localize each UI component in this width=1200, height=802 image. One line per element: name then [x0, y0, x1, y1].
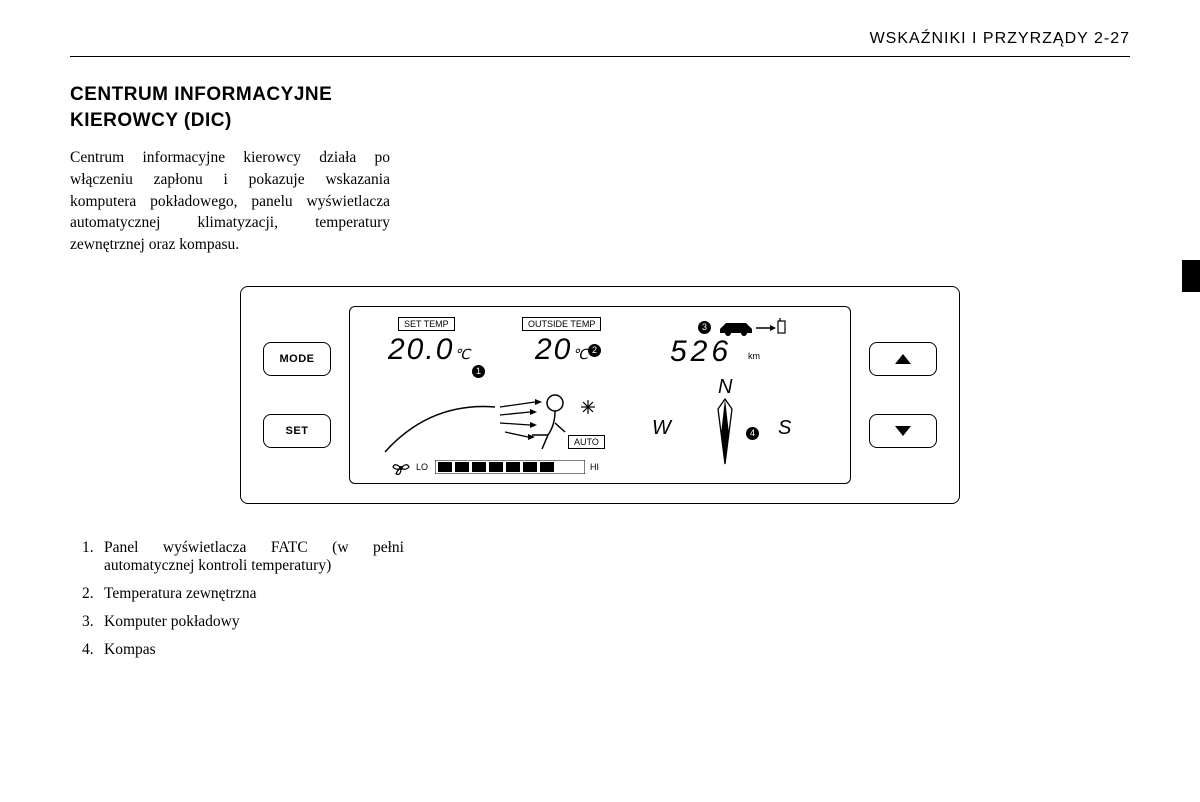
set-temp-value: 20.0℃: [388, 333, 472, 367]
legend-text: Kompas: [104, 641, 156, 659]
dic-panel: MODE SET SET TEMP 20.0℃ 1 OUTSIDE TEMP 2…: [240, 286, 960, 504]
svg-text:S: S: [778, 417, 792, 439]
legend-num: 1.: [82, 539, 104, 575]
side-tab: [1182, 260, 1200, 292]
climate-graphic: [370, 377, 630, 472]
hi-label: HI: [590, 462, 599, 472]
right-button-column: [869, 342, 937, 448]
auto-label: AUTO: [568, 435, 605, 449]
set-temp-digits: 20.0: [388, 333, 454, 366]
outside-temp-digits: 20: [535, 333, 572, 366]
legend-list: 1. Panel wyświetlacza FATC (w pełni auto…: [70, 539, 1130, 659]
outside-temp-label: OUTSIDE TEMP: [522, 317, 601, 331]
left-button-column: MODE SET: [263, 342, 331, 448]
legend-num: 3.: [82, 613, 104, 631]
compass-graphic: N W S: [650, 379, 800, 479]
outside-temp-value: 20℃: [535, 333, 590, 367]
legend-item: 2. Temperatura zewnętrzna: [82, 585, 1130, 603]
diagram-container: MODE SET SET TEMP 20.0℃ 1 OUTSIDE TEMP 2…: [70, 286, 1130, 504]
set-temp-unit: ℃: [454, 346, 472, 362]
fan-speed-bar: [435, 460, 585, 474]
mode-button[interactable]: MODE: [263, 342, 331, 376]
arrow-down-icon: [895, 426, 911, 436]
title-line-2: KIEROWCY (DIC): [70, 110, 232, 131]
page-header: WSKAŹNIKI I PRZYRZĄDY 2-27: [70, 30, 1130, 57]
fan-icon: [390, 459, 412, 477]
lcd-screen: SET TEMP 20.0℃ 1 OUTSIDE TEMP 20℃ 2 3: [349, 306, 851, 484]
set-button[interactable]: SET: [263, 414, 331, 448]
legend-text: Komputer pokładowy: [104, 613, 240, 631]
svg-text:W: W: [652, 417, 673, 439]
legend-num: 4.: [82, 641, 104, 659]
title-line-1: CENTRUM INFORMACYJNE: [70, 84, 332, 105]
callout-3: 3: [698, 321, 711, 334]
section-title: CENTRUM INFORMACYJNE KIEROWCY (DIC): [70, 82, 1130, 133]
arrow-up-icon: [895, 354, 911, 364]
legend-text: Panel wyświetlacza FATC (w pełni automat…: [104, 539, 404, 575]
set-temp-label: SET TEMP: [398, 317, 455, 331]
km-label: km: [748, 351, 760, 361]
legend-num: 2.: [82, 585, 104, 603]
legend-item: 3. Komputer pokładowy: [82, 613, 1130, 631]
legend-text: Temperatura zewnętrzna: [104, 585, 257, 603]
down-button[interactable]: [869, 414, 937, 448]
up-button[interactable]: [869, 342, 937, 376]
range-value: 526: [670, 335, 732, 369]
callout-4: 4: [746, 427, 759, 440]
callout-2: 2: [588, 344, 601, 357]
svg-text:N: N: [718, 379, 733, 398]
lo-label: LO: [416, 462, 428, 472]
legend-item: 4. Kompas: [82, 641, 1130, 659]
intro-paragraph: Centrum informacyjne kierowcy działa po …: [70, 147, 390, 255]
legend-item: 1. Panel wyświetlacza FATC (w pełni auto…: [82, 539, 1130, 575]
